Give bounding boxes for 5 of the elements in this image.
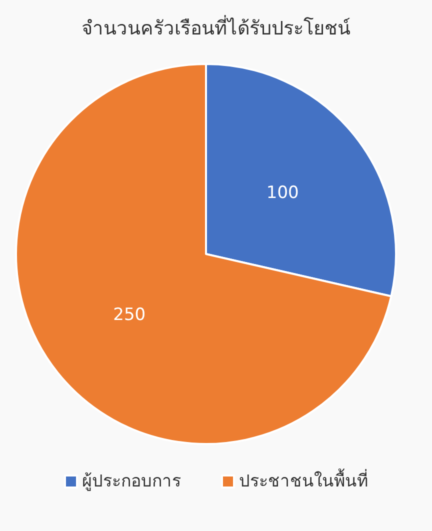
- data-label: 100: [266, 182, 299, 203]
- legend-label: ผู้ประกอบการ: [82, 472, 181, 492]
- data-label: 250: [113, 305, 146, 326]
- legend-label: ประชาชนในพื้นที่: [239, 468, 368, 492]
- chart-title: จำนวนครัวเรือนที่ได้รับประโยชน์: [82, 14, 350, 40]
